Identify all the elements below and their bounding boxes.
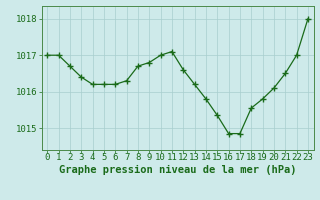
X-axis label: Graphe pression niveau de la mer (hPa): Graphe pression niveau de la mer (hPa): [59, 165, 296, 175]
